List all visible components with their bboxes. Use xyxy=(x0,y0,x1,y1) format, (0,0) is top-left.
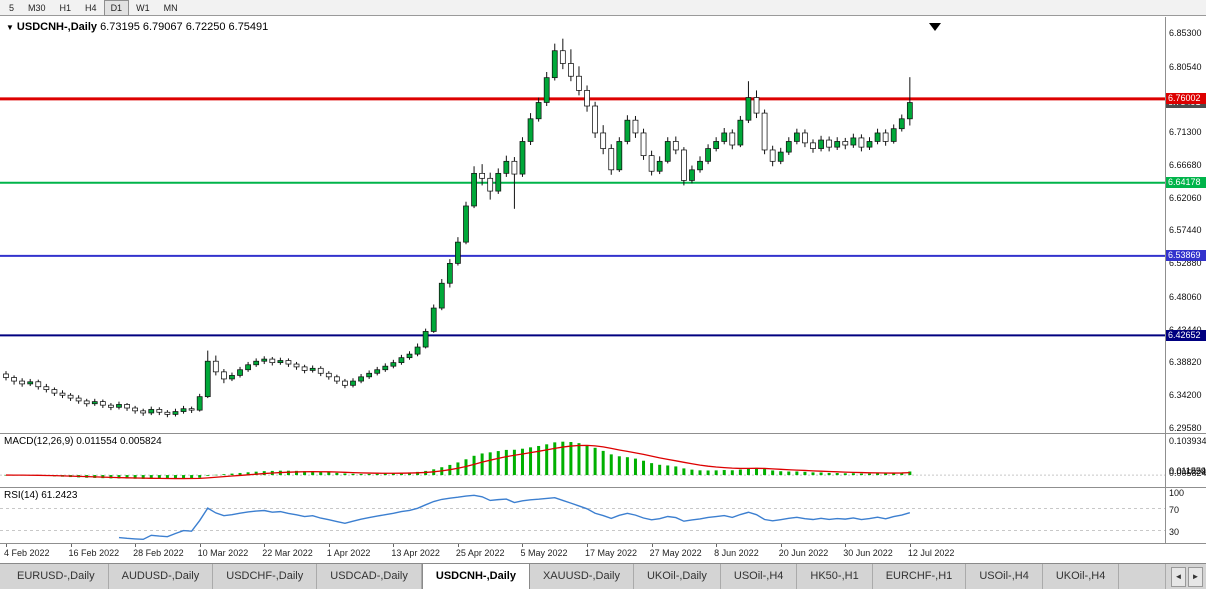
chart-tab-ukoil-daily[interactable]: UKOil-,Daily xyxy=(634,564,721,589)
main-price-pane[interactable] xyxy=(0,23,1165,418)
macd-axis-label: 0.011829 xyxy=(1169,466,1206,477)
chart-shift-marker[interactable] xyxy=(929,23,941,31)
price-axis-tick: 6.38820 xyxy=(1169,357,1202,368)
timeframe-toolbar: 5 M30 H1 H4 D1 W1 MN xyxy=(0,0,1206,16)
pane-splitter-rsi[interactable] xyxy=(0,487,1206,488)
timeframe-button-D1[interactable]: D1 xyxy=(103,0,130,16)
tabs-scroll-right-button[interactable]: ► xyxy=(1188,566,1203,587)
timeframe-button-W1[interactable]: W1 xyxy=(136,2,150,13)
time-axis-label: 27 May 2022 xyxy=(649,548,702,558)
chart-ohlc-values: 6.73195 6.79067 6.72250 6.75491 xyxy=(100,21,269,33)
timeline-border xyxy=(0,543,1206,544)
chart-tab-eurusd-daily[interactable]: EURUSD-,Daily xyxy=(4,564,109,589)
chart-symbol-period: USDCNH-,Daily xyxy=(16,21,97,33)
time-axis-label: 30 Jun 2022 xyxy=(843,548,893,558)
chart-tab-hk50-h1[interactable]: HK50-,H1 xyxy=(797,564,873,589)
time-axis-label: 4 Feb 2022 xyxy=(4,548,50,558)
timeframe-button-MN[interactable]: MN xyxy=(163,2,178,13)
timeframe-button-5[interactable]: 5 xyxy=(9,2,15,13)
price-axis-tick: 6.29580 xyxy=(1169,422,1202,433)
time-axis-label: 5 May 2022 xyxy=(520,548,568,558)
time-axis-tick xyxy=(651,544,653,547)
price-level-badge: 6.76002 xyxy=(1166,93,1206,105)
time-axis-tick xyxy=(909,544,911,547)
timeframe-button-H4[interactable]: H4 xyxy=(85,2,97,13)
tabs-scroll-left-button[interactable]: ◄ xyxy=(1171,566,1186,587)
chart-tab-usoil-h4[interactable]: USOil-,H4 xyxy=(966,564,1043,589)
time-axis-tick xyxy=(328,544,330,547)
rsi-axis-label: 30 xyxy=(1169,526,1180,537)
price-axis-tick: 6.71300 xyxy=(1169,127,1202,138)
time-axis-tick xyxy=(393,544,395,547)
chart-tab-usdcnh-daily[interactable]: USDCNH-,Daily xyxy=(421,564,530,589)
time-axis-tick xyxy=(6,544,7,547)
price-axis-tick: 6.66680 xyxy=(1169,159,1202,170)
time-axis-tick xyxy=(135,544,137,547)
time-axis-tick xyxy=(716,544,718,547)
time-axis-tick xyxy=(264,544,266,547)
time-axis-label: 25 Apr 2022 xyxy=(455,548,505,558)
tab-scroll-controls: ◄ ► xyxy=(1165,564,1206,589)
macd-axis-label: 0.103934 xyxy=(1169,435,1206,446)
chart-tab-audusd-daily[interactable]: AUDUSD-,Daily xyxy=(109,564,214,589)
rsi-axis-label: 70 xyxy=(1169,504,1180,515)
price-axis-tick: 6.48060 xyxy=(1169,291,1202,302)
time-axis-label: 13 Apr 2022 xyxy=(391,548,440,558)
chart-tab-usdcad-daily[interactable]: USDCAD-,Daily xyxy=(317,564,422,589)
chart-tabs-bar: EURUSD-,Daily AUDUSD-,Daily USDCHF-,Daily U… xyxy=(0,563,1206,589)
time-axis-label: 16 Feb 2022 xyxy=(68,548,120,558)
macd-current-main-label: 0.011554 xyxy=(1169,466,1206,477)
time-axis-label: 28 Feb 2022 xyxy=(133,548,184,558)
time-axis-label: 1 Apr 2022 xyxy=(326,548,371,558)
price-axis-border xyxy=(1165,17,1166,544)
price-level-badge: 6.64178 xyxy=(1166,177,1206,189)
time-axis-tick xyxy=(845,544,847,547)
time-axis-tick xyxy=(587,544,589,547)
macd-current-signal-label: 0.005824 xyxy=(1169,468,1206,479)
macd-indicator-pane[interactable] xyxy=(0,441,1165,480)
macd-histogram xyxy=(4,441,912,479)
rsi-label: RSI(14) 61.2423 xyxy=(4,490,78,501)
time-axis-label: 20 Jun 2022 xyxy=(778,548,829,558)
candlestick-series xyxy=(3,38,913,418)
rsi-axis-label: 100 xyxy=(1169,488,1185,498)
price-axis-tick: 6.57440 xyxy=(1169,225,1202,236)
time-axis[interactable]: 4 Feb 2022 16 Feb 2022 28 Feb 2022 10 Mar 2… xyxy=(0,544,1206,563)
time-axis-label: 17 May 2022 xyxy=(585,548,638,558)
chart-tab-usoil-h4[interactable]: USOil-,H4 xyxy=(721,564,798,589)
chart-tab-ukoil-h4[interactable]: UKOil-,H4 xyxy=(1043,564,1120,589)
macd-signal-line xyxy=(5,444,910,480)
price-axis-tick: 6.43440 xyxy=(1169,325,1202,335)
price-axis-tick: 6.62060 xyxy=(1169,192,1202,203)
chart-title[interactable]: ▼ USDCNH-,Daily 6.73195 6.79067 6.72250 6… xyxy=(6,21,268,33)
chart-tab-xauusd-daily[interactable]: XAUUSD-,Daily xyxy=(530,564,634,589)
chart-tab-eurchf-h1[interactable]: EURCHF-,H1 xyxy=(873,564,967,589)
time-axis-label: 22 Mar 2022 xyxy=(262,548,313,558)
time-axis-label: 8 Jun 2022 xyxy=(714,548,759,558)
time-axis-tick xyxy=(199,544,201,547)
price-axis-tick: 6.52880 xyxy=(1169,257,1202,268)
time-axis-tick xyxy=(522,544,524,547)
timeframe-button-M30[interactable]: M30 xyxy=(28,2,46,13)
time-axis-tick xyxy=(457,544,459,547)
price-axis-tick: 6.80540 xyxy=(1169,61,1202,72)
rsi-indicator-pane[interactable] xyxy=(0,494,1165,541)
time-axis-tick xyxy=(70,544,72,547)
chart-tab-usdchf-daily[interactable]: USDCHF-,Daily xyxy=(213,564,318,589)
pane-splitter-macd[interactable] xyxy=(0,433,1206,434)
time-axis-label: 12 Jul 2022 xyxy=(907,548,955,558)
rsi-line xyxy=(118,494,911,541)
price-axis-tick: 6.85300 xyxy=(1169,28,1202,38)
price-level-badge: 6.53869 xyxy=(1166,250,1206,262)
symbol-dropdown-icon[interactable]: ▼ xyxy=(6,23,14,32)
price-level-badge: 6.42652 xyxy=(1166,329,1206,341)
time-axis-tick xyxy=(780,544,782,547)
timeframe-button-H1[interactable]: H1 xyxy=(59,2,72,13)
time-axis-label: 10 Mar 2022 xyxy=(197,548,249,558)
price-axis-tick: 6.34200 xyxy=(1169,390,1202,401)
macd-label: MACD(12,26,9) 0.011554 0.005824 xyxy=(4,436,162,447)
